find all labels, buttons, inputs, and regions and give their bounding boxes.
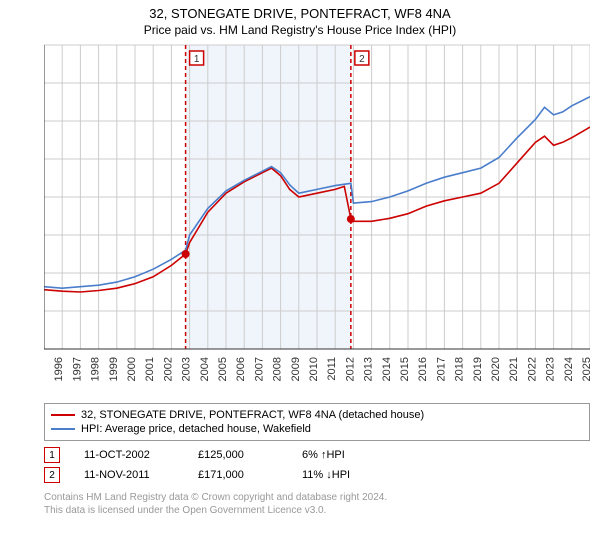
svg-text:1: 1 xyxy=(194,54,200,65)
svg-text:1997: 1997 xyxy=(71,357,83,381)
svg-text:2014: 2014 xyxy=(381,357,393,381)
legend: 32, STONEGATE DRIVE, PONTEFRACT, WF8 4NA… xyxy=(44,403,590,441)
legend-swatch xyxy=(51,414,75,416)
svg-text:2002: 2002 xyxy=(162,357,174,381)
svg-text:2009: 2009 xyxy=(290,357,302,381)
transaction-marker: 2 xyxy=(44,467,60,483)
footer-line: This data is licensed under the Open Gov… xyxy=(44,504,590,517)
chart: £0£50K£100K£150K£200K£250K£300K£350K£400… xyxy=(44,41,590,397)
svg-text:2021: 2021 xyxy=(508,357,520,381)
transaction-date: 11-NOV-2011 xyxy=(84,469,174,481)
svg-text:2008: 2008 xyxy=(272,357,284,381)
svg-text:2023: 2023 xyxy=(545,357,557,381)
legend-swatch xyxy=(51,428,75,430)
svg-text:2017: 2017 xyxy=(435,357,447,381)
svg-text:2001: 2001 xyxy=(144,357,156,381)
legend-item: 32, STONEGATE DRIVE, PONTEFRACT, WF8 4NA… xyxy=(51,408,583,422)
transaction-pct: 11%HPI xyxy=(302,469,350,481)
svg-text:1999: 1999 xyxy=(108,357,120,381)
footer: Contains HM Land Registry data © Crown c… xyxy=(44,491,590,517)
transaction-price: £171,000 xyxy=(198,469,278,481)
page-title: 32, STONEGATE DRIVE, PONTEFRACT, WF8 4NA xyxy=(0,0,600,21)
svg-text:2000: 2000 xyxy=(126,357,138,381)
arrow-down-icon xyxy=(323,469,332,481)
svg-text:2006: 2006 xyxy=(235,357,247,381)
legend-label: 32, STONEGATE DRIVE, PONTEFRACT, WF8 4NA… xyxy=(81,409,424,421)
transaction-date: 11-OCT-2002 xyxy=(84,449,174,461)
svg-text:2003: 2003 xyxy=(181,357,193,381)
svg-text:2005: 2005 xyxy=(217,357,229,381)
transaction-marker: 1 xyxy=(44,447,60,463)
svg-text:1995: 1995 xyxy=(44,357,47,381)
transaction-price: £125,000 xyxy=(198,449,278,461)
svg-text:2: 2 xyxy=(359,54,365,65)
svg-text:2018: 2018 xyxy=(454,357,466,381)
transaction-row: 1 11-OCT-2002 £125,000 6%HPI xyxy=(44,445,590,465)
svg-text:2025: 2025 xyxy=(581,357,590,381)
legend-item: HPI: Average price, detached house, Wake… xyxy=(51,422,583,436)
page-subtitle: Price paid vs. HM Land Registry's House … xyxy=(0,21,600,41)
svg-text:2020: 2020 xyxy=(490,357,502,381)
svg-text:2022: 2022 xyxy=(526,357,538,381)
svg-text:1998: 1998 xyxy=(90,357,102,381)
transaction-table: 1 11-OCT-2002 £125,000 6%HPI 2 11-NOV-20… xyxy=(44,445,590,485)
legend-label: HPI: Average price, detached house, Wake… xyxy=(81,423,311,435)
svg-text:1996: 1996 xyxy=(53,357,65,381)
chart-svg: £0£50K£100K£150K£200K£250K£300K£350K£400… xyxy=(44,41,590,397)
svg-text:2024: 2024 xyxy=(563,357,575,381)
svg-text:2004: 2004 xyxy=(199,357,211,381)
svg-text:2016: 2016 xyxy=(417,357,429,381)
svg-text:2007: 2007 xyxy=(253,357,265,381)
svg-text:2012: 2012 xyxy=(344,357,356,381)
svg-text:2019: 2019 xyxy=(472,357,484,381)
svg-text:2011: 2011 xyxy=(326,357,338,381)
svg-text:2013: 2013 xyxy=(363,357,375,381)
svg-text:2010: 2010 xyxy=(308,357,320,381)
transaction-row: 2 11-NOV-2011 £171,000 11%HPI xyxy=(44,465,590,485)
footer-line: Contains HM Land Registry data © Crown c… xyxy=(44,491,590,504)
transaction-pct: 6%HPI xyxy=(302,449,345,461)
svg-text:2015: 2015 xyxy=(399,357,411,381)
